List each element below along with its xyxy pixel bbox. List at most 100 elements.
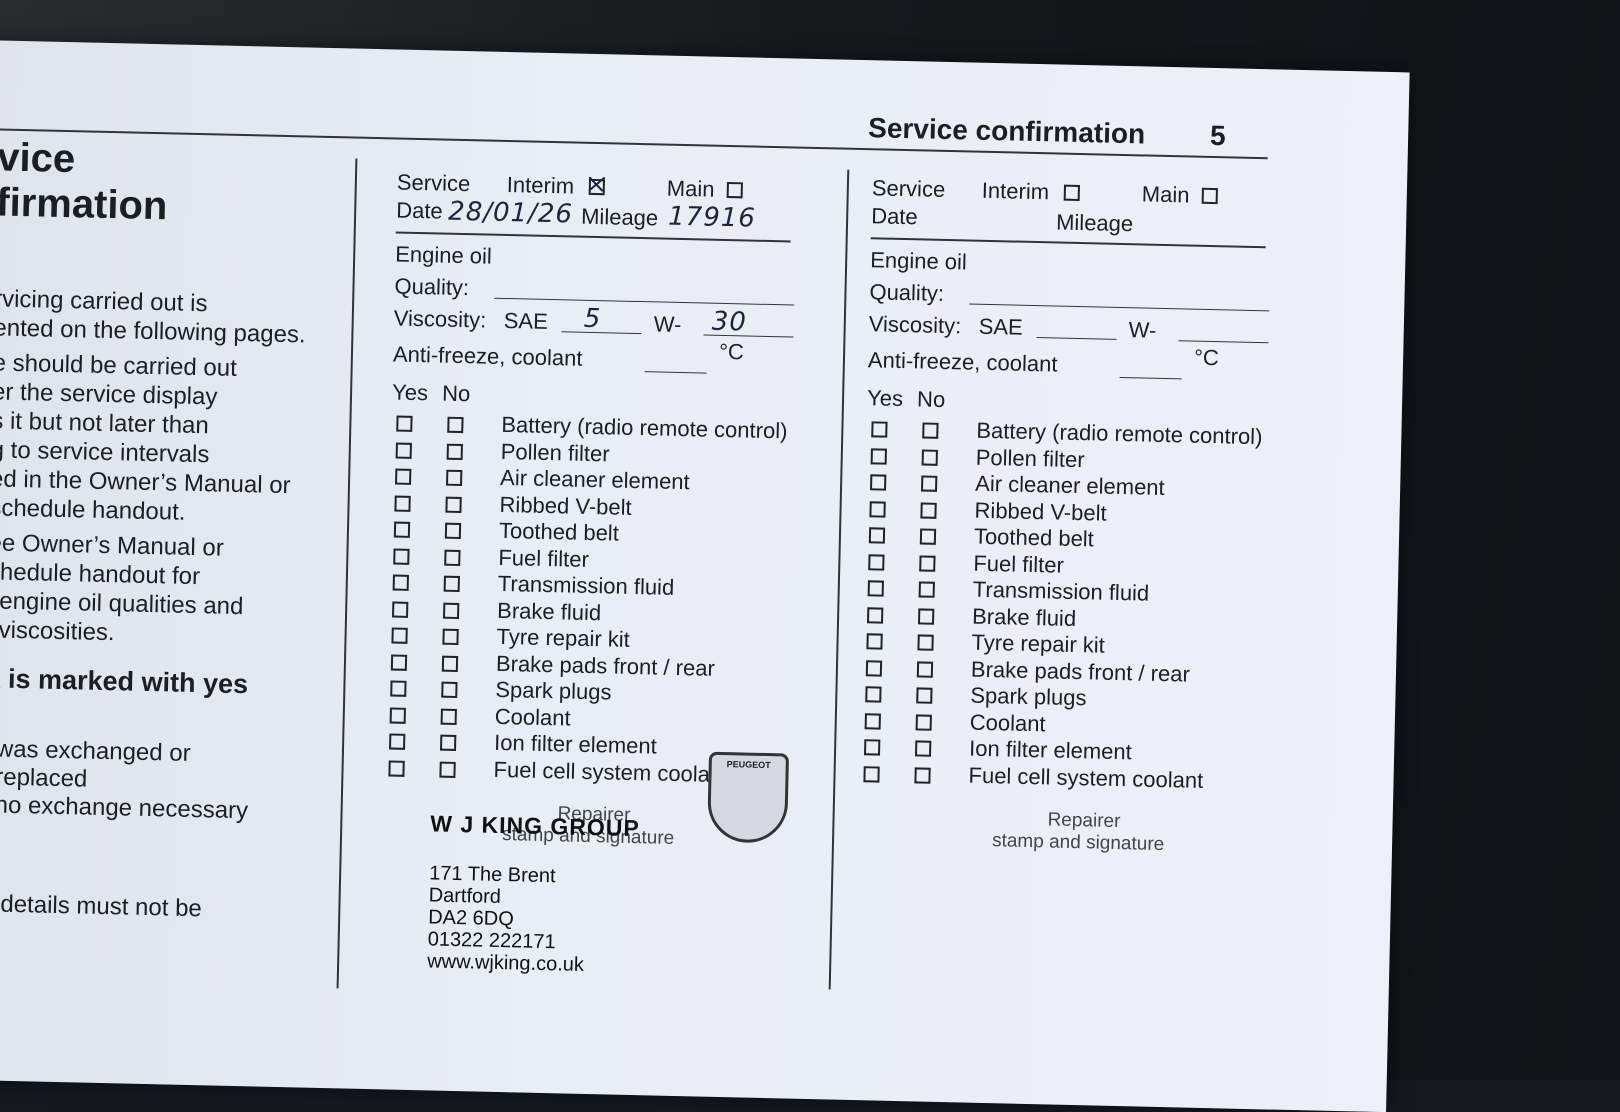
checkbox [917,607,935,625]
item-label: Ion filter element [968,735,1133,765]
stamp-line: W J KING GROUP [430,810,641,842]
checkbox [441,681,458,698]
checkbox [918,581,935,598]
underline [969,303,1270,312]
item-label: Transmission fluid [972,576,1150,606]
yes-label: Yes [391,379,429,406]
heading: k is marked with yes [0,663,249,700]
stamp-line: DA2 6DQ [427,906,515,931]
checkbox [440,708,457,725]
logo: PEUGEOT [706,751,790,844]
header-title: Service confirmation [867,112,1146,150]
mileage-label: Mileage [1055,209,1134,237]
service-label: Service [871,175,946,202]
item-label: Tyre repair kit [496,623,631,652]
checkbox [867,580,884,597]
underline [870,237,1266,249]
checkbox [914,740,932,757]
checkbox [1063,184,1080,201]
date-label: Date [870,203,918,230]
viscosity-label: Viscosity: [393,305,487,333]
antifreeze-label: Anti-freeze, coolant [392,341,583,371]
checkbox [922,422,939,439]
item-label: Fuel cell system coolant [968,762,1204,793]
yes-label: Yes [866,385,904,412]
checkbox [588,176,606,196]
checkbox [871,421,888,438]
checkbox [915,713,932,731]
w-label: W- [1128,317,1157,343]
item-label: Ion filter element [493,729,658,759]
checkbox [865,659,883,677]
checkbox [445,496,462,513]
item-label: Pollen filter [500,438,610,466]
checkbox [914,766,931,784]
item-label: Brake fluid [496,597,602,625]
mileage-value: 17916 [667,201,757,234]
checkbox [870,474,887,491]
underline [561,331,642,335]
checkbox [447,416,464,434]
checkbox [390,680,407,697]
legend-line: replaced [0,763,88,793]
item-label: Air cleaner element [499,464,690,495]
paragraph-line: e should be carried out [0,349,238,382]
item-label: Toothed belt [973,523,1095,552]
paragraph-line: ee Owner’s Manual or [0,529,225,562]
checkbox [439,761,456,778]
checkbox [444,522,462,540]
checkbox [864,739,881,756]
checkbox [443,602,460,619]
item-label: Fuel filter [973,550,1065,578]
item-label: Ribbed V-belt [974,497,1107,526]
unit-label: °C [1193,344,1220,371]
stamp-line: Dartford [428,884,502,909]
checkbox [390,653,408,671]
legend-line: was exchanged or [0,735,191,767]
checkbox [446,443,463,460]
paper: Service confirmation 5 vice firmation rvic… [0,40,1410,1112]
engine-oil-label: Engine oil [394,241,493,269]
checkbox [921,448,938,466]
checkbox [916,660,934,678]
item-label: Brake fluid [971,603,1077,631]
underline [395,231,791,243]
item-label: Coolant [969,709,1046,736]
checkbox [392,574,409,591]
checkbox [726,181,743,199]
quality-label: Quality: [394,273,470,301]
paragraph-line: schedule handout. [0,494,186,526]
main-label: Main [666,175,715,202]
checkbox [393,548,410,565]
unit-label: °C [718,338,745,365]
logo-text: PEUGEOT [726,759,771,771]
paragraph-line: rvicing carried out is [0,285,208,318]
legend-line: no exchange necessary [0,791,249,825]
underline [494,297,795,306]
service-label: Service [396,169,471,197]
paragraph-line: chedule handout for [0,558,201,591]
sae-value: 5 [583,303,602,335]
checkbox [396,415,413,432]
underline [1119,376,1182,380]
paragraph-line: g to service intervals [0,436,210,469]
w-value: 30 [711,306,748,338]
checkbox [388,759,405,777]
item-label: Fuel filter [498,544,590,572]
main-label: Main [1141,181,1190,208]
checkbox [916,687,933,704]
underline [1178,340,1269,344]
item-label: Pollen filter [975,444,1085,472]
antifreeze-label: Anti-freeze, coolant [867,347,1058,377]
paragraph-line: l engine oil qualities and [0,587,244,621]
no-label: No [916,386,946,412]
section-title: vice [0,135,76,182]
divider [828,169,850,990]
stamp-line: www.wjking.co.uk [426,950,585,976]
checkbox [920,501,937,519]
viscosity-label: Viscosity: [868,311,962,339]
mileage-label: Mileage [580,203,659,231]
checkbox [441,655,459,672]
item-label: Coolant [494,703,571,731]
section-title: firmation [0,180,168,229]
